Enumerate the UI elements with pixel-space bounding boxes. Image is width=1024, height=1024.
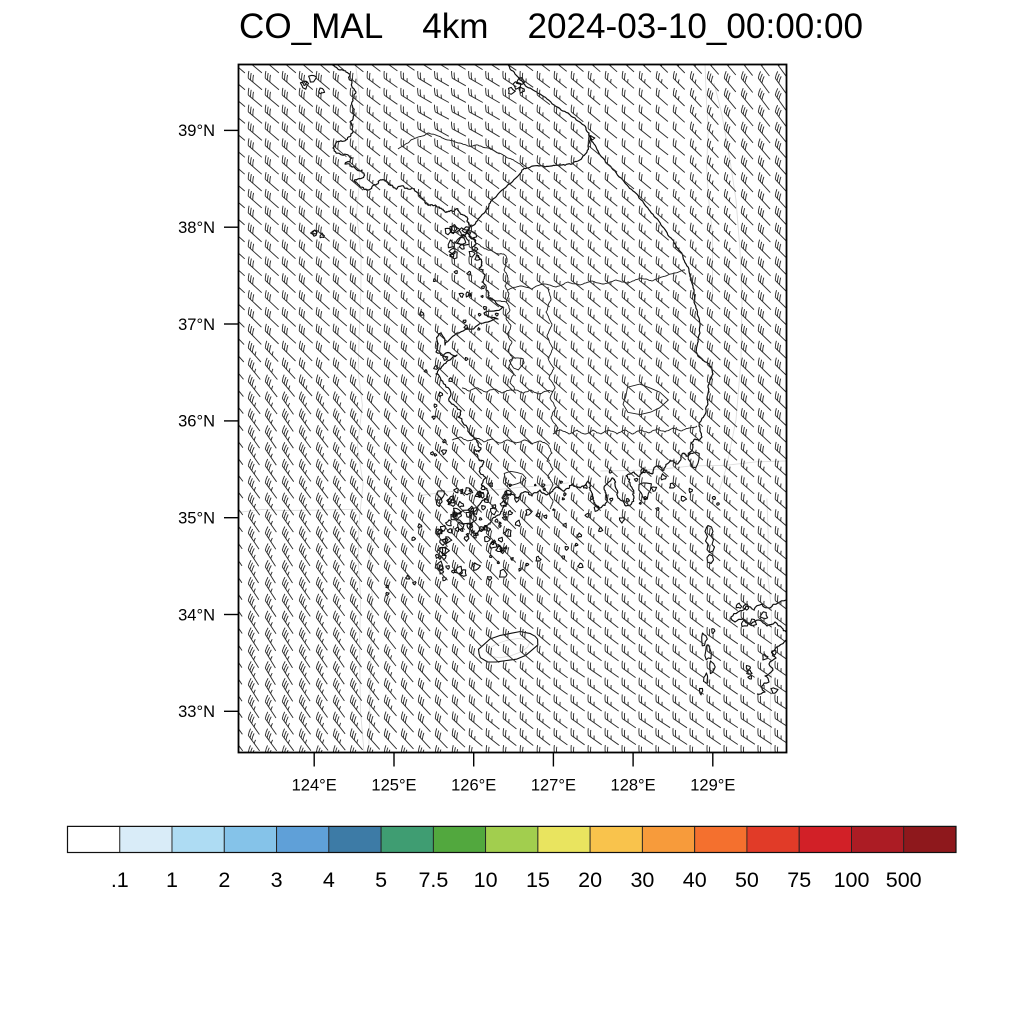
svg-text:34°N: 34°N <box>178 606 215 624</box>
svg-text:50: 50 <box>735 868 759 892</box>
svg-text:.1: .1 <box>111 868 129 892</box>
svg-text:1: 1 <box>166 868 178 892</box>
svg-text:CO_MAL 4km 2024-03-10_00: CO_MAL 4km 2024-03-10_00:00:00 <box>239 7 863 46</box>
svg-text:100: 100 <box>834 868 870 892</box>
svg-text:500: 500 <box>886 868 922 892</box>
svg-text:30: 30 <box>630 868 654 892</box>
svg-text:35°N: 35°N <box>178 510 215 528</box>
svg-text:126°E: 126°E <box>451 777 496 795</box>
svg-text:38°N: 38°N <box>178 219 215 237</box>
svg-text:4: 4 <box>323 868 335 892</box>
svg-text:125°E: 125°E <box>371 777 416 795</box>
svg-text:36°N: 36°N <box>178 413 215 431</box>
svg-text:40: 40 <box>683 868 707 892</box>
svg-text:75: 75 <box>787 868 811 892</box>
svg-text:5: 5 <box>375 868 387 892</box>
svg-text:127°E: 127°E <box>531 777 576 795</box>
svg-text:129°E: 129°E <box>690 777 735 795</box>
svg-text:15: 15 <box>526 868 550 892</box>
svg-text:39°N: 39°N <box>178 122 215 140</box>
svg-text:20: 20 <box>578 868 602 892</box>
svg-text:124°E: 124°E <box>292 777 337 795</box>
svg-text:10: 10 <box>474 868 498 892</box>
svg-text:3: 3 <box>271 868 283 892</box>
svg-text:7.5: 7.5 <box>418 868 448 892</box>
svg-text:2: 2 <box>218 868 230 892</box>
svg-text:33°N: 33°N <box>178 703 215 721</box>
svg-text:37°N: 37°N <box>178 316 215 334</box>
svg-text:128°E: 128°E <box>611 777 656 795</box>
